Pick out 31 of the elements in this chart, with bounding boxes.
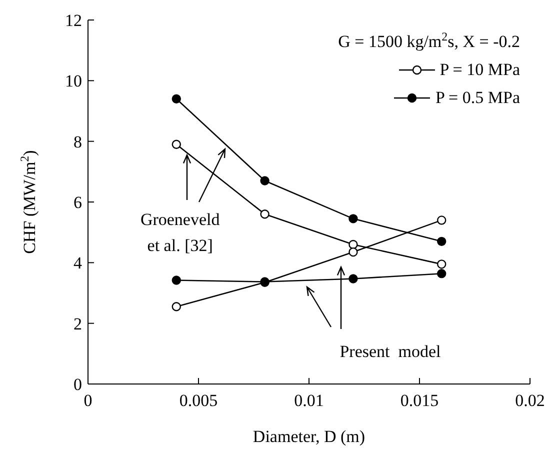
x-tick-label: 0.005 bbox=[179, 391, 218, 410]
point bbox=[437, 260, 446, 269]
point bbox=[172, 140, 181, 149]
x-tick-label: 0.02 bbox=[515, 391, 545, 410]
annotation: Groeneveld et al. [32] bbox=[140, 209, 220, 258]
point bbox=[260, 176, 270, 186]
annotation: Present model bbox=[340, 340, 441, 363]
point bbox=[348, 240, 358, 250]
point bbox=[172, 94, 181, 104]
point bbox=[348, 274, 358, 284]
legend-label: P = 10 MPa bbox=[440, 59, 520, 81]
point bbox=[348, 247, 358, 257]
point bbox=[437, 268, 446, 278]
point bbox=[172, 302, 181, 312]
y-tick-label: 8 bbox=[74, 132, 82, 152]
y-tick-label: 12 bbox=[65, 11, 82, 30]
point bbox=[437, 216, 446, 225]
x-axis-title: Diameter, D (m) bbox=[252, 427, 366, 446]
y-tick-label: 2 bbox=[74, 314, 82, 334]
y-tick-label: 6 bbox=[74, 193, 82, 212]
point bbox=[172, 276, 181, 285]
y-tick-label: 10 bbox=[65, 72, 82, 91]
point bbox=[437, 236, 446, 246]
x-tick-label: 0.015 bbox=[400, 391, 439, 410]
y-tick-label: 0 bbox=[74, 375, 82, 394]
y-tick-label: 4 bbox=[74, 254, 82, 273]
point bbox=[348, 214, 358, 224]
point bbox=[260, 210, 270, 219]
legend-label: P = 0.5 MPa bbox=[435, 87, 520, 109]
legend-title: G = 1500 kg/m$^{2}$s, X = -0.2 bbox=[338, 28, 520, 53]
x-tick-label: 0.01 bbox=[294, 391, 324, 410]
